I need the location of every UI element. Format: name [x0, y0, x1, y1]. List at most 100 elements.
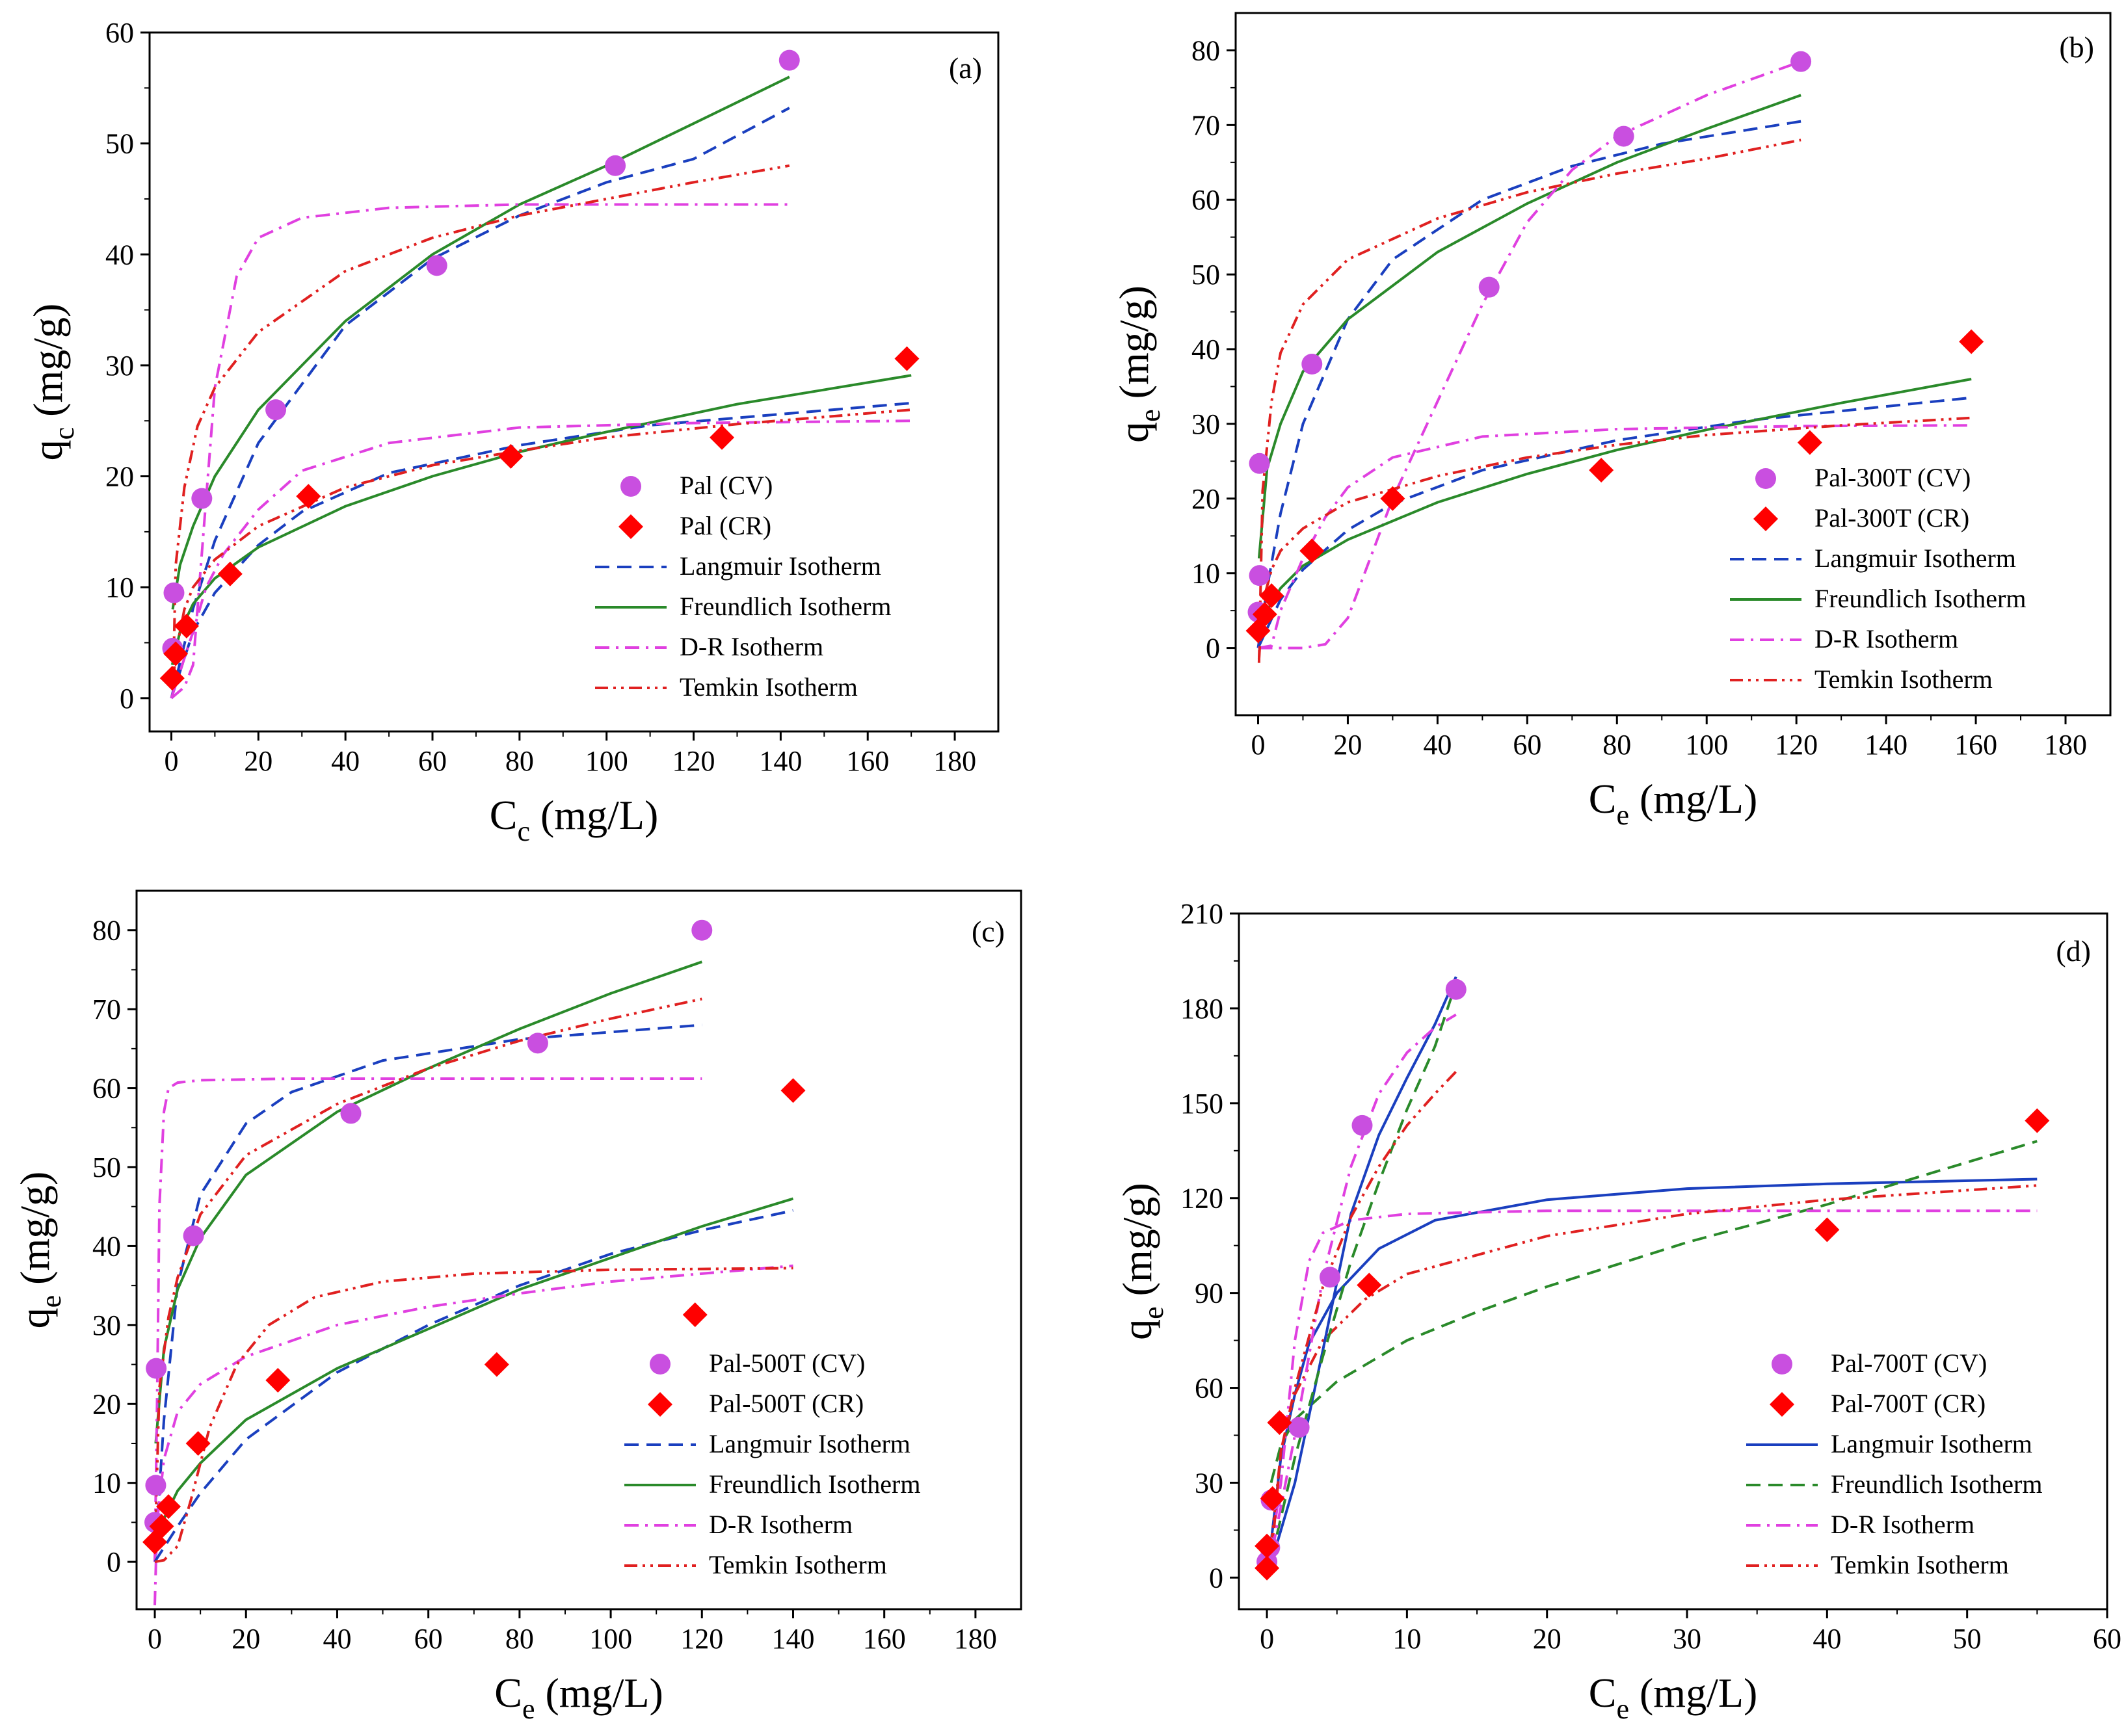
data-point-diamond [894, 346, 920, 371]
data-point-circle [163, 582, 185, 603]
legend-symbol-diamond [1770, 1392, 1794, 1417]
legend-item: Temkin Isotherm [595, 672, 858, 702]
x-axis-title-unit: (mg/L) [530, 792, 658, 838]
legend-symbol-diamond [648, 1392, 672, 1417]
fit-curve-d-r [153, 1264, 793, 1605]
legend: Pal-300T (CV) Pal-300T (CR) Langmuir Isoth… [1730, 463, 2026, 694]
fit-curve-d-r [1258, 60, 1801, 650]
x-tick-label: 100 [589, 1623, 632, 1655]
fit-curve-freundlich [154, 1197, 794, 1547]
y-tick-label: 0 [1209, 1562, 1223, 1594]
x-axis-title-sub: e [1616, 799, 1629, 831]
x-tick-label: 140 [771, 1623, 814, 1655]
data-point-diamond [185, 1431, 211, 1456]
y-tick-label: 0 [1206, 633, 1220, 664]
legend-item: Pal (CR) [618, 511, 771, 540]
y-tick-label: 30 [1191, 408, 1220, 440]
legend-label: Temkin Isotherm [1831, 1550, 2009, 1579]
legend-label: Langmuir Isotherm [709, 1429, 910, 1458]
x-tick-label: 50 [1953, 1623, 1982, 1655]
data-point-circle [426, 255, 447, 276]
legend-label: Pal (CV) [680, 471, 773, 500]
x-tick-label: 0 [1260, 1623, 1274, 1655]
y-tick-label: 80 [1191, 34, 1220, 66]
legend-label: Freundlich Isotherm [1814, 584, 2026, 613]
x-tick-label: 140 [1865, 729, 1907, 761]
y-tick-label: 210 [1180, 898, 1223, 930]
y-tick-label: 0 [120, 683, 134, 715]
legend-item: Pal-700T (CR) [1770, 1389, 1986, 1418]
data-point-diamond [1589, 458, 1614, 483]
x-axis-title-sub: e [1616, 1693, 1629, 1725]
legend-item: Temkin Isotherm [1746, 1550, 2009, 1579]
plot-frame [135, 889, 1022, 1611]
x-axis-title-sub: e [522, 1693, 535, 1725]
legend-label: D-R Isotherm [1814, 624, 1958, 653]
legend-item: D-R Isotherm [595, 632, 823, 661]
legend-item: Freundlich Isotherm [624, 1469, 921, 1499]
legend-label: Langmuir Isotherm [1814, 544, 2016, 573]
y-axis-title-main: q [1114, 1319, 1160, 1340]
y-axis-title: qe (mg/g) [1111, 285, 1166, 443]
x-tick-label: 160 [863, 1623, 906, 1655]
data-point-diamond [217, 561, 243, 586]
panel-a: 0 20 40 60 80 100 120 140 160 180 0 10 20 30 40 50 60 Cc … [25, 17, 1000, 847]
y-axis-title-main: q [12, 1308, 58, 1328]
legend-item: D-R Isotherm [624, 1510, 853, 1539]
legend: Pal (CV) Pal (CR) Langmuir Isotherm Freundl… [595, 471, 892, 702]
data-point-circle [146, 1358, 167, 1379]
y-axis-title-main: q [1111, 422, 1157, 443]
plot-frame [148, 31, 1000, 733]
data-point-circle [1445, 979, 1467, 1000]
x-tick-label: 0 [1251, 729, 1265, 761]
fit-curves [153, 960, 794, 1605]
fit-curves [170, 75, 912, 700]
x-tick-label: 30 [1673, 1623, 1701, 1655]
legend-symbol-circle [1772, 1354, 1792, 1374]
fit-curve-langmuir [1266, 976, 1457, 1578]
y-tick-label: 10 [92, 1467, 121, 1499]
legend-label: Langmuir Isotherm [1831, 1429, 2032, 1458]
legend-label: Pal (CR) [680, 511, 771, 540]
legend-item: Freundlich Isotherm [595, 592, 892, 621]
data-point-circle [1301, 354, 1323, 375]
x-axis-title-unit: (mg/L) [535, 1670, 663, 1716]
data-point-circle [191, 488, 213, 509]
fit-curve-d-r [153, 1077, 702, 1562]
data-point-diamond [156, 1494, 181, 1519]
y-tick-label: 0 [107, 1546, 121, 1578]
panel-label: (a) [949, 51, 982, 85]
series-pal-700t-cr- [1255, 1108, 2050, 1581]
y-tick-label: 50 [105, 128, 134, 160]
data-point-circle [340, 1103, 362, 1124]
fit-curve-freundlich [1257, 94, 1801, 559]
x-tick-label: 60 [2093, 1623, 2121, 1655]
data-point-diamond [2025, 1108, 2050, 1133]
y-tick-label: 50 [92, 1151, 121, 1183]
y-tick-label: 20 [1191, 483, 1220, 515]
legend-label: Temkin Isotherm [1814, 664, 1993, 694]
x-tick-label: 80 [505, 1623, 534, 1655]
y-tick-label: 180 [1180, 993, 1223, 1025]
y-tick-label: 40 [105, 239, 134, 270]
x-tick-label: 40 [1813, 1623, 1841, 1655]
y-tick-label: 20 [92, 1388, 121, 1420]
fit-curve-temkin [154, 1267, 793, 1564]
panel-label: (c) [972, 915, 1005, 948]
data-point-circle [1288, 1417, 1310, 1438]
data-point-diamond [1959, 329, 1984, 354]
x-tick-label: 80 [505, 745, 534, 777]
legend-item: Pal (CV) [620, 471, 773, 500]
panel-c: 0 20 40 60 80 100 120 140 160 180 0 10 20 30 40 50 60 70 8… [12, 889, 1022, 1725]
legend-symbol-circle [620, 476, 641, 497]
x-tick-label: 60 [418, 745, 447, 777]
legend-label: Pal-300T (CR) [1814, 503, 1969, 533]
data-point-circle [1478, 276, 1500, 298]
x-tick-label: 180 [933, 745, 976, 777]
legend: Pal-500T (CV) Pal-500T (CR) Langmuir Isoth… [624, 1348, 921, 1579]
y-axis-title: qc (mg/g) [25, 304, 80, 461]
y-tick-label: 30 [92, 1309, 121, 1341]
y-tick-label: 60 [1195, 1373, 1223, 1404]
